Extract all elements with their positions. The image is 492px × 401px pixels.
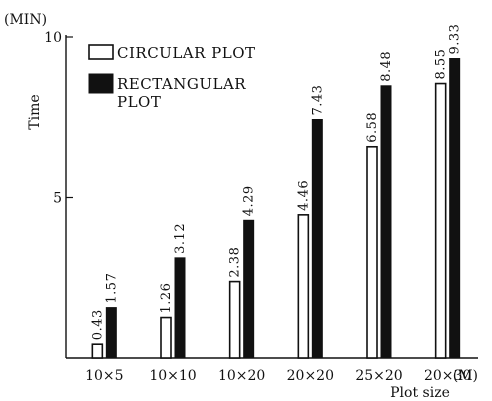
circular-data-label: 0.43	[90, 309, 105, 340]
rectangular-plot-bar	[449, 58, 461, 359]
circular-plot-bar	[366, 145, 378, 359]
y-tick-label: 10	[44, 30, 62, 46]
data-labels: 0.43 1.57 1.26 3.12 2.38 4.29 4.46 7.43 6.58 8.48…	[90, 24, 462, 341]
circular-plot-bar	[228, 280, 241, 359]
circular-data-label: 2.38	[228, 247, 243, 278]
rectangular-plot-bar	[311, 118, 323, 359]
x-axis-title: Plot size	[390, 385, 450, 401]
circular-plot-bar	[297, 214, 310, 359]
legend-label-rectangular-line2: PLOT	[117, 93, 161, 111]
x-tick-label: 20×20	[287, 368, 334, 384]
x-unit-label: (M)	[453, 368, 478, 384]
rectangular-data-label: 4.29	[242, 185, 257, 216]
rectangular-plot-bar	[174, 257, 186, 359]
rectangular-plot-bar	[105, 307, 117, 359]
y-tick-label: 5	[53, 191, 62, 207]
legend-label-circular: CIRCULAR PLOT	[117, 44, 256, 62]
rectangular-data-label: 9.33	[448, 24, 463, 55]
x-tick-label: 25×20	[355, 368, 402, 384]
y-unit-label: (MIN)	[4, 12, 47, 28]
circular-data-label: 6.58	[365, 112, 380, 143]
x-tick-label: 10×10	[149, 368, 196, 384]
circular-plot-bar	[160, 316, 172, 359]
x-tick-label: 10×5	[85, 368, 123, 384]
y-axis-title: Time	[27, 94, 43, 129]
x-tick-label: 20×30	[424, 368, 471, 384]
circular-data-label: 1.26	[159, 283, 174, 314]
legend-label-rectangular-line1: RECTANGULAR	[117, 75, 246, 93]
rectangular-data-label: 7.43	[310, 85, 325, 116]
circular-data-label: 8.55	[434, 49, 449, 80]
rectangular-plot-bar	[243, 219, 255, 359]
rectangular-plot-bar	[380, 85, 392, 359]
legend-swatch-circular	[88, 44, 114, 60]
bars	[91, 58, 461, 359]
circular-plot-bar	[91, 343, 104, 359]
circular-plot-bar	[434, 82, 447, 359]
circular-data-label: 4.46	[296, 180, 311, 211]
legend-swatch-rectangular	[88, 73, 114, 94]
rectangular-data-label: 3.12	[173, 223, 188, 254]
x-tick-label: 10×20	[218, 368, 265, 384]
rectangular-data-label: 1.57	[104, 273, 119, 304]
rectangular-data-label: 8.48	[379, 51, 394, 82]
axes: 5 10 (MIN) Time 10×5 10×10 10×20 20×20 25×20 20×3…	[4, 12, 478, 401]
